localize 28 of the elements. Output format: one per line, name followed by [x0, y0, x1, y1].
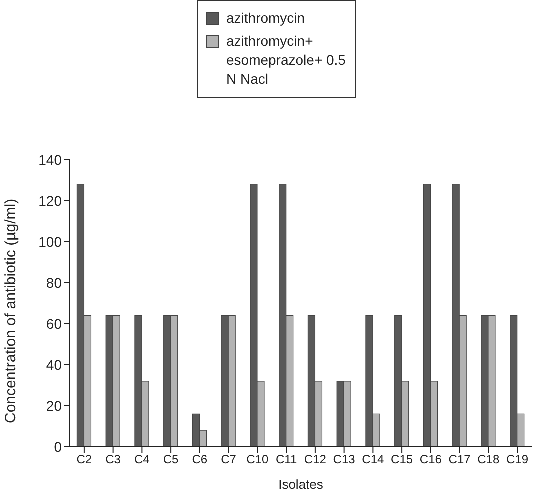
x-tick-label: C13: [333, 452, 356, 467]
legend-label: azithromycin+ esomeprazole+ 0.5 N Nacl: [226, 32, 346, 89]
x-tick-label: C5: [163, 452, 180, 467]
y-tick-label: 0: [54, 438, 62, 455]
x-tick-label: C19: [506, 452, 529, 467]
x-tick-label: C4: [134, 452, 150, 467]
y-tick-label: 140: [38, 152, 62, 168]
x-tick-label: C18: [478, 452, 500, 467]
x-tick-label: C15: [391, 452, 414, 467]
x-tick-label: C3: [106, 452, 122, 467]
y-tick-label: 20: [46, 398, 62, 414]
legend-label: azithromycin: [226, 9, 306, 28]
x-tick-label: C12: [304, 452, 327, 467]
x-axis-title: Isolates: [278, 477, 324, 492]
x-tick-label: C14: [362, 452, 385, 467]
y-tick-label: 40: [46, 356, 62, 373]
x-tick-label: C7: [221, 452, 237, 467]
x-tick-label: C17: [448, 452, 472, 467]
x-tick-label: C11: [276, 452, 298, 467]
x-tick-label: C16: [420, 452, 442, 467]
x-tick-label: C10: [246, 452, 270, 467]
y-tick-label: 60: [46, 316, 62, 332]
x-tick-label: C6: [192, 452, 208, 467]
y-tick-label: 80: [46, 274, 62, 291]
y-tick-label: 100: [38, 234, 62, 250]
y-axis-title: Concentration of antibiotic (µg/ml): [2, 198, 20, 424]
y-tick-label: 120: [38, 192, 62, 209]
x-tick-label: C2: [76, 452, 92, 467]
